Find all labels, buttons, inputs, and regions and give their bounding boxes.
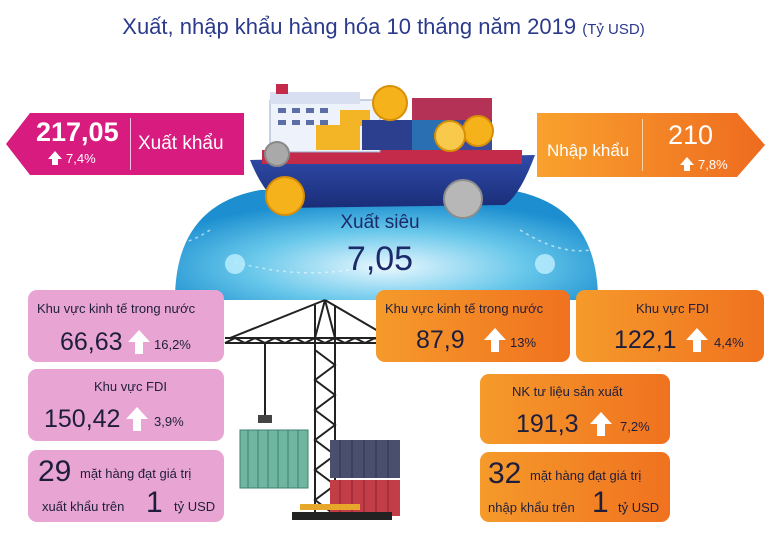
export-domestic-box: Khu vực kinh tế trong nước 66,63 16,2% xyxy=(28,290,224,362)
export-value: 217,05 xyxy=(36,117,119,147)
up-arrow-icon xyxy=(680,157,694,171)
import-capital-goods-title: NK tư liệu sản xuất xyxy=(512,384,623,399)
up-arrow-icon xyxy=(484,328,506,352)
export-domestic-growth: 16,2% xyxy=(154,337,191,352)
export-fdi-value: 150,42 xyxy=(44,405,121,433)
title-unit: (Tỷ USD) xyxy=(582,21,645,38)
import-fdi-growth: 4,4% xyxy=(714,335,744,350)
up-arrow-icon xyxy=(686,328,708,352)
import-items-count: 32 xyxy=(488,457,522,490)
import-domestic-growth: 13% xyxy=(510,335,537,350)
import-capital-goods-box: NK tư liệu sản xuất 191,3 7,2% xyxy=(480,374,670,444)
export-growth: 7,4% xyxy=(48,151,96,166)
title-main: Xuất, nhập khẩu hàng hóa 10 tháng năm 20… xyxy=(122,14,577,39)
export-divider xyxy=(130,118,131,170)
import-growth: 7,8% xyxy=(680,157,728,172)
export-items-text1: mặt hàng đạt giá trị xyxy=(80,466,192,481)
export-items-box: 29 mặt hàng đạt giá trị xuất khẩu trên 1… xyxy=(28,450,224,522)
export-arrow-banner xyxy=(6,113,244,175)
export-items-text2: xuất khẩu trên xyxy=(42,499,125,514)
import-items-box: 32 mặt hàng đạt giá trị nhập khẩu trên 1… xyxy=(480,452,670,522)
export-items-threshold: 1 xyxy=(146,486,163,519)
import-domestic-value: 87,9 xyxy=(416,326,465,354)
import-divider xyxy=(642,119,643,171)
import-items-text2: nhập khẩu trên xyxy=(488,500,575,515)
export-fdi-title: Khu vực FDI xyxy=(94,379,167,394)
export-domestic-value: 66,63 xyxy=(60,328,123,356)
surplus-label: Xuất siêu xyxy=(340,212,420,233)
import-items-text1: mặt hàng đạt giá trị xyxy=(530,468,642,483)
up-arrow-icon xyxy=(128,330,150,354)
import-fdi-title: Khu vực FDI xyxy=(636,301,709,316)
export-label: Xuất khẩu xyxy=(138,133,224,154)
export-fdi-box: Khu vực FDI 150,42 3,9% xyxy=(28,369,224,441)
export-domestic-title: Khu vực kinh tế trong nước xyxy=(37,301,196,316)
surplus-value: 7,05 xyxy=(346,240,414,278)
export-fdi-growth: 3,9% xyxy=(154,414,184,429)
page-title: Xuất, nhập khẩu hàng hóa 10 tháng năm 20… xyxy=(0,14,767,40)
export-items-unit: tỷ USD xyxy=(174,499,216,514)
import-arrow-banner xyxy=(537,113,765,177)
globe-ship-illustration xyxy=(175,84,598,300)
import-capital-goods-value: 191,3 xyxy=(516,410,579,438)
export-items-count: 29 xyxy=(38,455,72,488)
up-arrow-icon xyxy=(126,407,148,431)
import-domestic-title: Khu vực kinh tế trong nước xyxy=(385,301,544,316)
import-label: Nhập khẩu xyxy=(547,141,630,160)
import-items-threshold: 1 xyxy=(592,486,609,519)
up-arrow-icon xyxy=(48,151,62,165)
import-items-unit: tỷ USD xyxy=(618,500,660,515)
up-arrow-icon xyxy=(590,412,612,436)
import-fdi-value: 122,1 xyxy=(614,326,677,354)
import-growth-value: 7,8% xyxy=(698,157,728,172)
import-value: 210 xyxy=(668,120,714,150)
export-growth-value: 7,4% xyxy=(66,151,96,166)
import-capital-goods-growth: 7,2% xyxy=(620,419,650,434)
import-fdi-box: Khu vực FDI 122,1 4,4% xyxy=(576,290,764,362)
import-domestic-box: Khu vực kinh tế trong nước 87,9 13% xyxy=(376,290,570,362)
